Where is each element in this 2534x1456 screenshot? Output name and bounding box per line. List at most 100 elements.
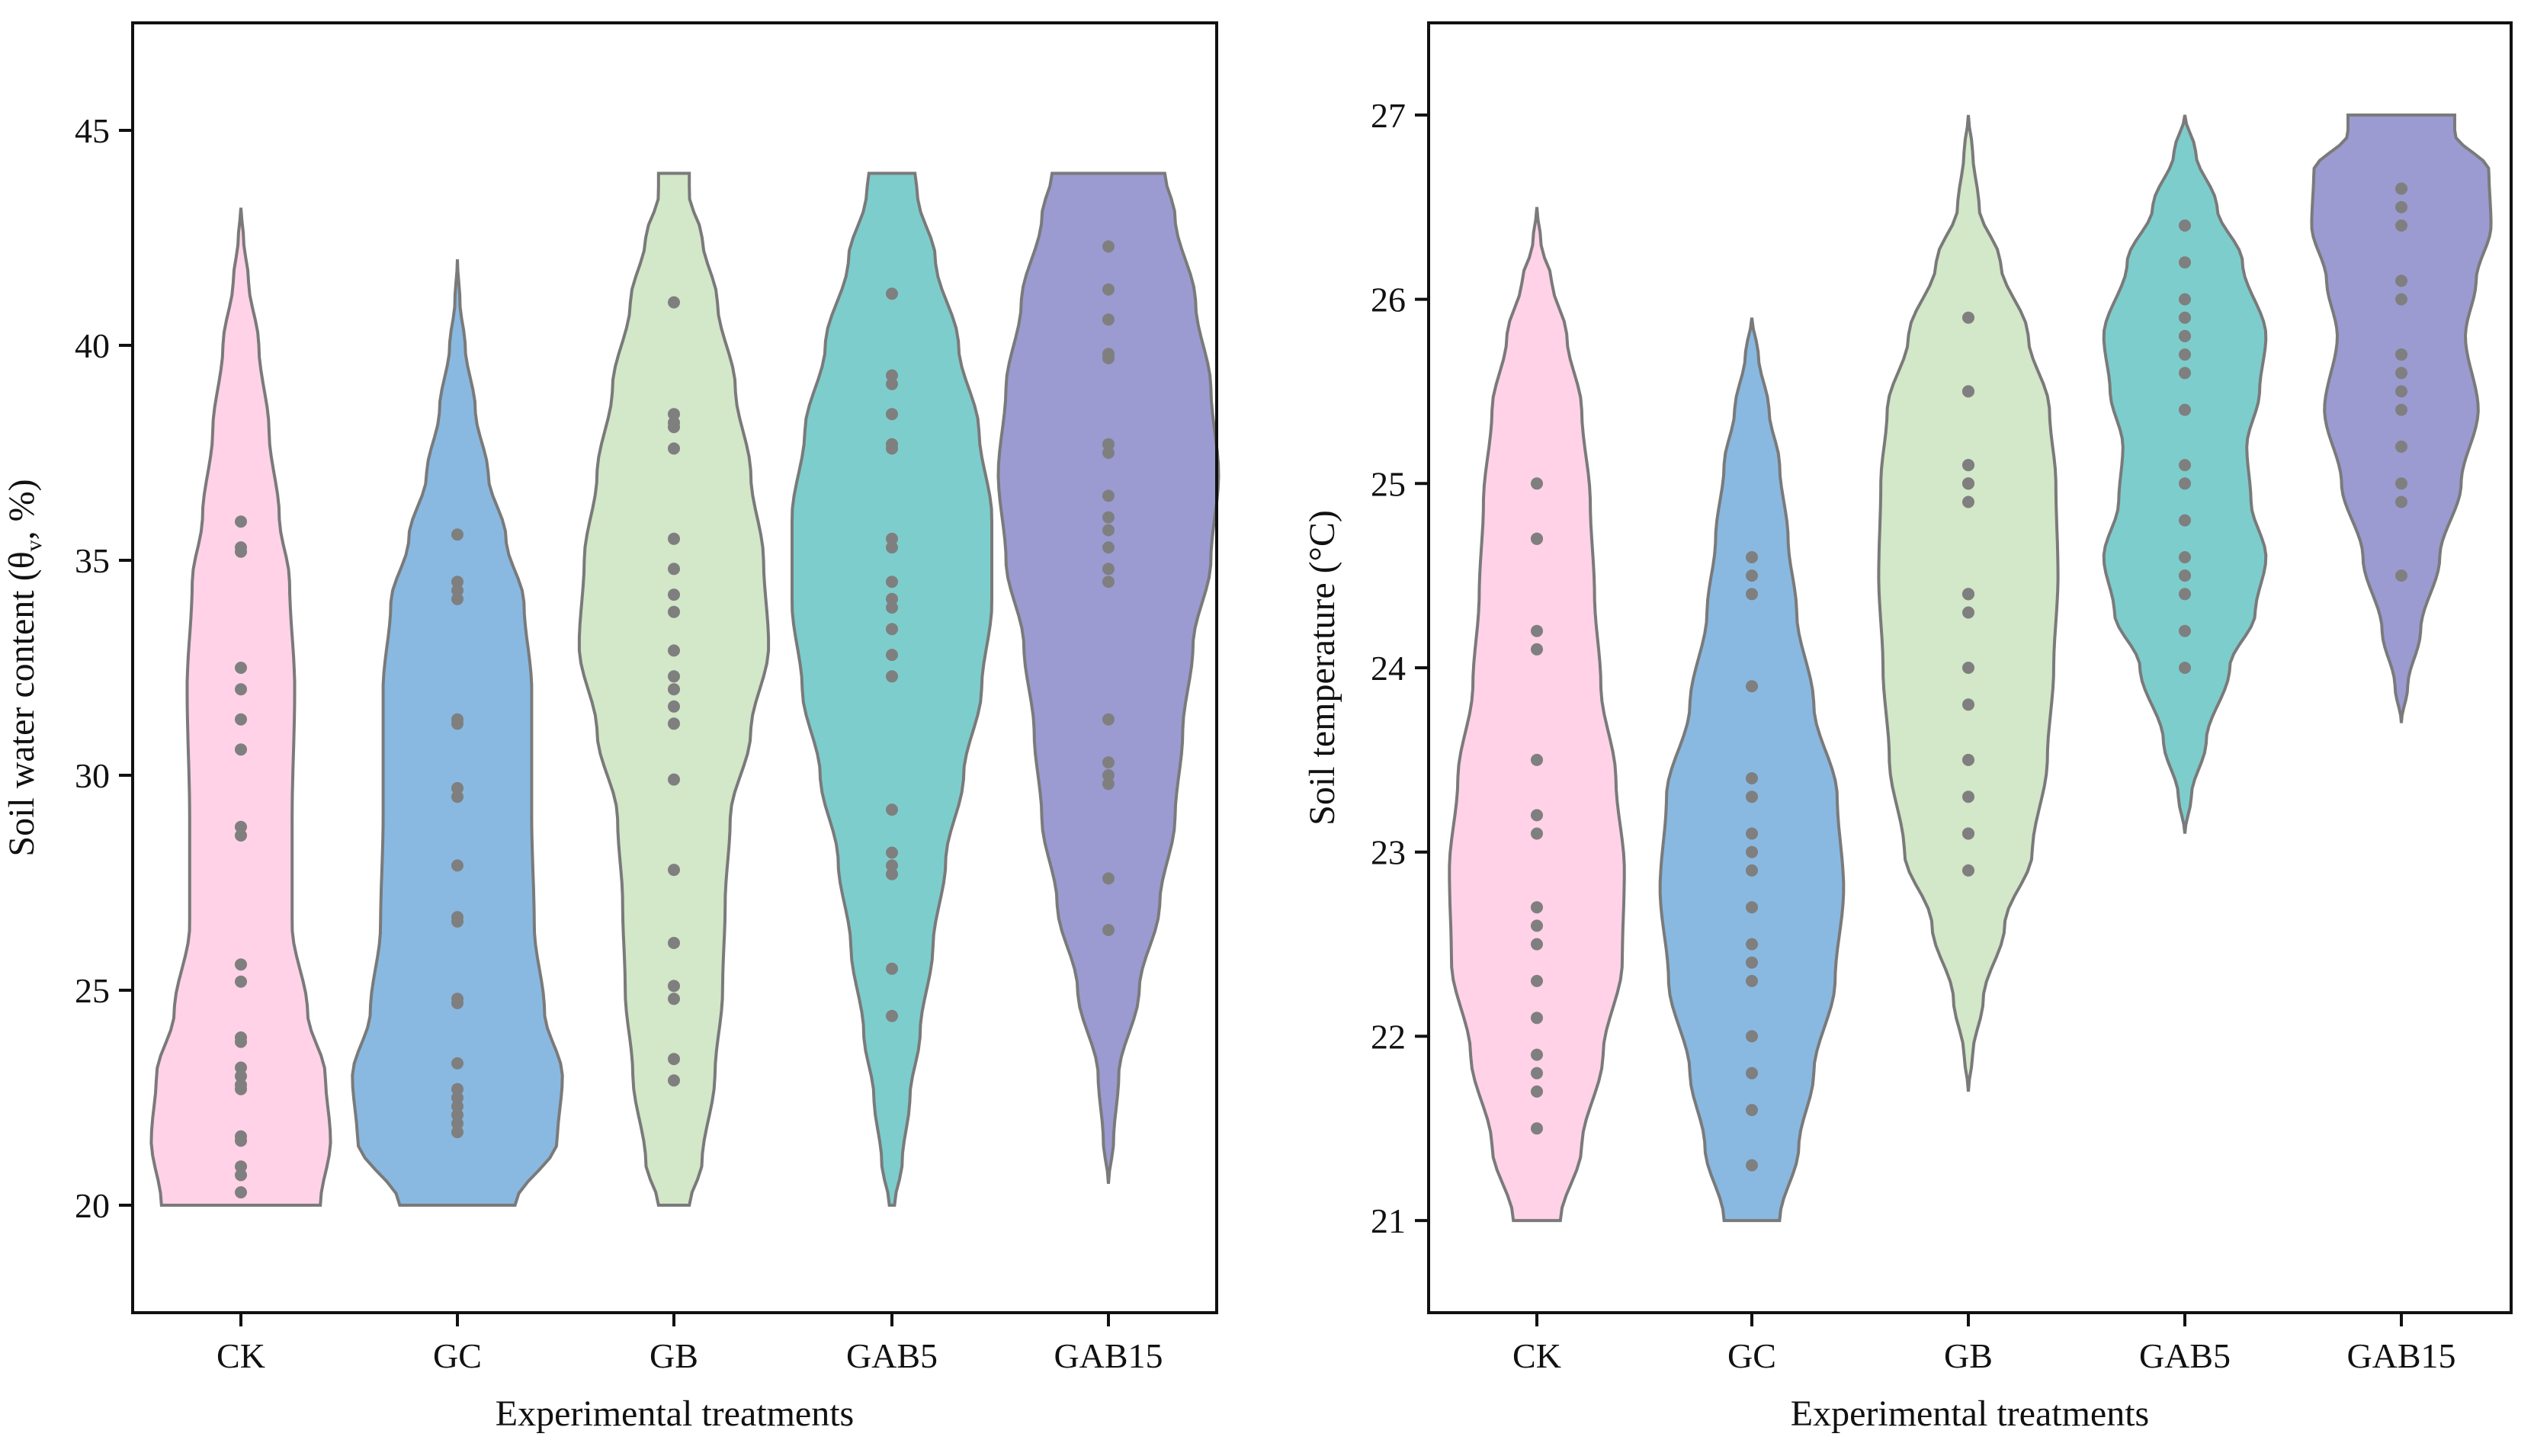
- y-tick-label: 23: [1371, 833, 1406, 872]
- data-point-ck: [1531, 901, 1543, 914]
- x-tick-label-gc: GC: [433, 1336, 482, 1375]
- data-point-gb: [668, 605, 680, 618]
- data-point-gb: [668, 864, 680, 877]
- data-point-ck: [1531, 477, 1543, 490]
- data-point-gab5: [2179, 256, 2191, 269]
- y-tick-label: 40: [75, 326, 110, 365]
- x-tick-label-gb: GB: [1944, 1336, 1993, 1375]
- data-point-gb: [1962, 606, 1974, 619]
- data-point-gb: [668, 416, 680, 429]
- data-point-gc: [451, 1108, 463, 1121]
- y-axis-label-subscript: v: [21, 540, 47, 551]
- y-tick-label: 45: [75, 111, 110, 150]
- data-point-ck: [235, 958, 247, 971]
- data-point-gab5: [2179, 311, 2191, 324]
- y-axis-label-tail: , %): [2, 479, 42, 540]
- data-point-gc: [451, 1117, 463, 1130]
- data-point-gc: [1746, 588, 1758, 601]
- data-point-gc: [451, 576, 463, 588]
- data-point-ck: [235, 1031, 247, 1044]
- data-point-gc: [1746, 1104, 1758, 1117]
- violin-ck: [1448, 207, 1626, 1223]
- y-tick-label: 22: [1371, 1017, 1406, 1056]
- data-point-gb: [668, 683, 680, 696]
- data-point-gab5: [886, 377, 898, 390]
- data-point-ck: [235, 820, 247, 833]
- data-point-gb: [1962, 753, 1974, 766]
- y-tick-label: 24: [1371, 649, 1406, 688]
- data-point-gab15: [1102, 769, 1115, 781]
- data-point-gb: [1962, 864, 1974, 877]
- data-point-gab15: [1102, 313, 1115, 326]
- data-point-gb: [668, 408, 680, 421]
- data-point-gab5: [2179, 329, 2191, 342]
- data-point-gab5: [886, 1009, 898, 1022]
- data-point-ck: [1531, 1122, 1543, 1135]
- data-point-gab5: [886, 408, 898, 421]
- data-point-gab5: [886, 532, 898, 545]
- data-point-ck: [235, 515, 247, 528]
- data-point-gc: [451, 1082, 463, 1095]
- data-point-ck: [235, 1061, 247, 1074]
- data-point-ck: [235, 1186, 247, 1199]
- data-point-gab15: [1102, 541, 1115, 554]
- data-point-gab15: [1102, 778, 1115, 791]
- data-point-gab15: [2395, 477, 2407, 490]
- data-point-gb: [668, 588, 680, 601]
- violin-gab5: [791, 172, 993, 1207]
- data-point-gb: [668, 442, 680, 455]
- data-point-gab5: [2179, 477, 2191, 490]
- y-axis-label: Soil water content (θv, %): [2, 479, 47, 856]
- left-panel-water-content: 20 25 30 35 40 45 CK GC GB GAB5 GAB15 Experimental …: [2, 21, 1220, 1434]
- data-point-gab15: [1102, 872, 1115, 885]
- data-point-gab5: [886, 670, 898, 683]
- data-point-gab15: [1102, 283, 1115, 296]
- data-point-gc: [451, 1100, 463, 1113]
- data-point-gab5: [886, 369, 898, 382]
- data-point-gc: [1746, 772, 1758, 784]
- data-point-ck: [235, 975, 247, 988]
- data-point-gc: [1746, 1030, 1758, 1043]
- data-point-ck: [235, 1169, 247, 1182]
- data-point-gab15: [2395, 219, 2407, 232]
- data-point-ck: [1531, 809, 1543, 822]
- data-point-gc: [451, 592, 463, 605]
- data-point-gc: [451, 781, 463, 794]
- data-point-gab15: [2395, 348, 2407, 361]
- violin-gab5: [2102, 114, 2268, 834]
- violin-gc: [351, 259, 564, 1207]
- violin-gab15: [2310, 113, 2493, 723]
- data-point-gc: [1746, 974, 1758, 987]
- y-tick-label: 20: [75, 1186, 110, 1225]
- right-panel-soil-temperature: 21 22 23 24 25 26 27 CK GC GB GAB5 GAB15 Experimenta…: [1302, 21, 2513, 1434]
- data-point-gb: [1962, 588, 1974, 601]
- data-point-gab5: [886, 438, 898, 451]
- y-tick-label: 35: [75, 541, 110, 580]
- data-point-gb: [668, 980, 680, 993]
- data-point-gb: [1962, 791, 1974, 803]
- data-point-gab5: [886, 803, 898, 816]
- data-point-gb: [668, 717, 680, 730]
- data-point-gab15: [1102, 756, 1115, 769]
- data-point-gab5: [886, 962, 898, 975]
- data-point-ck: [235, 683, 247, 696]
- data-point-gab15: [1102, 511, 1115, 524]
- data-point-gb: [668, 644, 680, 657]
- data-point-gc: [451, 713, 463, 726]
- x-tick-label-gb: GB: [650, 1336, 698, 1375]
- data-point-gc: [1746, 938, 1758, 951]
- data-point-gab5: [2179, 588, 2191, 601]
- data-point-gab5: [2179, 551, 2191, 563]
- data-point-ck: [1531, 532, 1543, 545]
- data-point-gb: [668, 670, 680, 683]
- data-point-gc: [451, 993, 463, 1005]
- data-point-gab5: [886, 601, 898, 614]
- data-point-gc: [1746, 791, 1758, 803]
- data-point-gab5: [886, 541, 898, 554]
- data-point-gc: [451, 1057, 463, 1070]
- y-axis-label: Soil temperature (°C): [1302, 510, 1342, 826]
- data-point-ck: [1531, 1066, 1543, 1079]
- data-point-gab5: [2179, 348, 2191, 361]
- data-point-ck: [1531, 919, 1543, 932]
- data-point-gc: [451, 1092, 463, 1104]
